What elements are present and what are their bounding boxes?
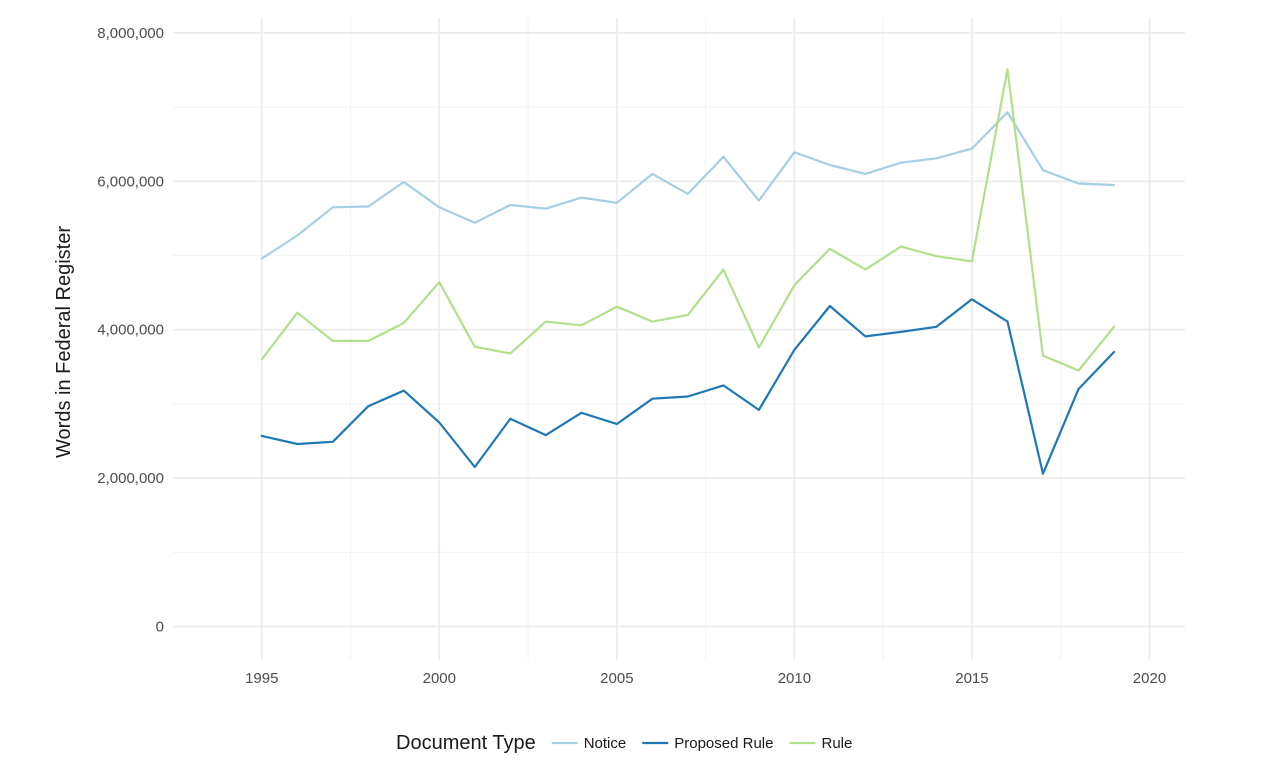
x-tick-label: 2010	[778, 670, 811, 687]
legend-label-rule: Rule	[821, 735, 852, 752]
x-tick-label: 1995	[245, 670, 278, 687]
x-tick-label: 2015	[955, 670, 988, 687]
y-tick-label: 2,000,000	[97, 470, 164, 487]
x-tick-label: 2020	[1133, 670, 1166, 687]
y-tick-label: 6,000,000	[97, 173, 164, 190]
grid-minor-lines	[173, 18, 1185, 660]
legend-title: Document Type	[396, 732, 536, 754]
legend-label-notice: Notice	[584, 735, 627, 752]
x-tick-label: 2000	[423, 670, 456, 687]
series-line-rule	[260, 68, 1116, 372]
grid-major-lines	[173, 18, 1185, 660]
y-tick-label: 0	[156, 619, 164, 636]
legend-items: Notice Proposed Rule Rule	[551, 735, 852, 752]
series-line-notice	[260, 111, 1116, 260]
y-tick-label: 4,000,000	[97, 322, 164, 339]
series-line-proposed-rule	[260, 298, 1116, 475]
y-axis-tick-labels: 0 2,000,000 4,000,000 6,000,000 8,000,000	[97, 25, 164, 636]
y-axis-title: Words in Federal Register	[53, 226, 75, 458]
x-axis-tick-labels: 1995 2000 2005 2010 2015 2020	[245, 670, 1166, 687]
legend: Document Type Notice Proposed Rule Rule	[396, 732, 852, 754]
y-tick-label: 8,000,000	[97, 25, 164, 42]
legend-label-proposed-rule: Proposed Rule	[674, 735, 773, 752]
series-lines	[260, 68, 1116, 475]
x-tick-label: 2005	[600, 670, 633, 687]
